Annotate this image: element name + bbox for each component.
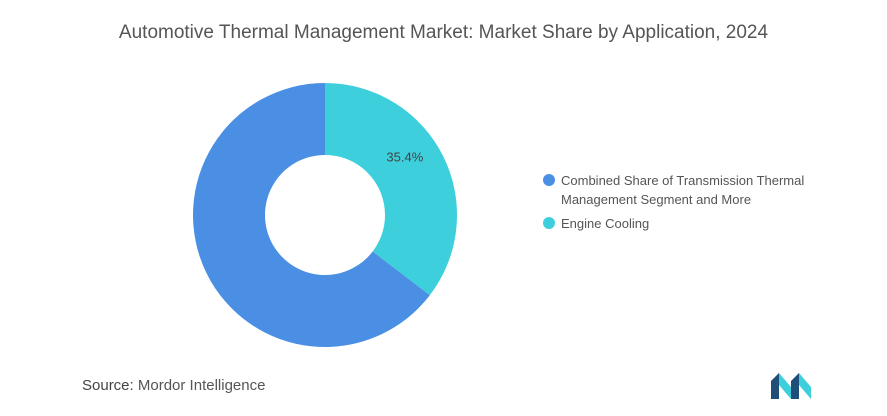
legend-swatch-icon xyxy=(543,217,555,229)
source-key: Source: xyxy=(82,377,134,394)
slice-data-label: 35.4% xyxy=(386,150,423,165)
legend-item-engine-cooling: Engine Cooling xyxy=(543,214,843,233)
slice-engine-cooling xyxy=(325,83,457,296)
source-note: Source: Mordor Intelligence xyxy=(82,377,265,394)
donut-chart: 35.4% xyxy=(192,83,457,347)
mordor-intelligence-logo-icon xyxy=(771,373,811,399)
legend: Combined Share of Transmission Thermal M… xyxy=(543,171,843,238)
legend-label: Engine Cooling xyxy=(561,216,650,231)
legend-label: Combined Share of Transmission Thermal M… xyxy=(561,173,805,207)
legend-swatch-icon xyxy=(543,174,555,186)
source-value: Mordor Intelligence xyxy=(137,377,266,394)
slice-combined-share-of-transmission-thermal-management-segment-and-more xyxy=(192,83,430,347)
chart-title: Automotive Thermal Management Market: Ma… xyxy=(118,22,769,43)
legend-item-transmission: Combined Share of Transmission Thermal M… xyxy=(543,171,843,209)
